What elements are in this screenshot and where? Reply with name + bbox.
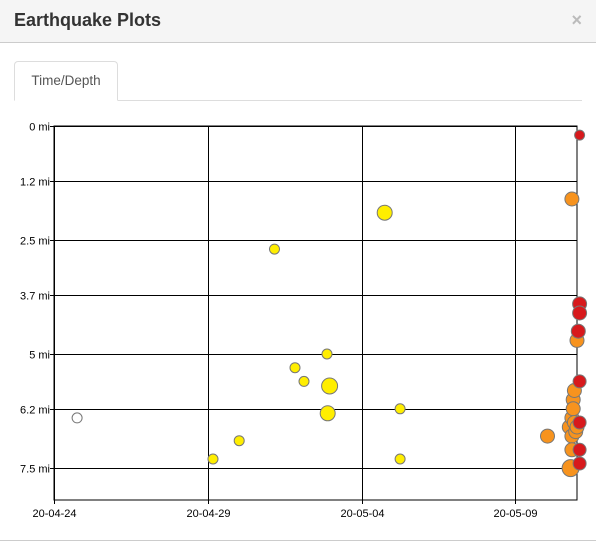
earthquake-point xyxy=(394,453,406,465)
y-tick-label: 2.5 mi xyxy=(20,236,50,248)
modal-header: Earthquake Plots × xyxy=(0,0,596,43)
earthquake-point xyxy=(71,412,83,424)
modal-title: Earthquake Plots xyxy=(14,10,162,30)
earthquake-point xyxy=(572,442,587,457)
y-tick-label: 6.2 mi xyxy=(20,405,50,417)
earthquake-point xyxy=(298,375,310,387)
earthquake-point xyxy=(321,348,333,360)
earthquake-point xyxy=(207,453,219,465)
earthquake-point xyxy=(574,129,586,141)
x-tick-label: 20-05-09 xyxy=(493,508,537,520)
plot-area xyxy=(53,125,578,501)
earthquake-point xyxy=(289,362,301,374)
y-tick-label: 3.7 mi xyxy=(20,291,50,303)
earthquake-point xyxy=(564,191,580,207)
earthquake-point xyxy=(394,403,406,415)
x-tick-label: 20-04-29 xyxy=(186,508,230,520)
close-icon[interactable]: × xyxy=(571,10,582,30)
y-tick-label: 5 mi xyxy=(29,350,50,362)
earthquake-point xyxy=(540,428,555,444)
y-tick-label: 7.5 mi xyxy=(20,464,50,476)
earthquake-point xyxy=(572,305,588,321)
earthquake-point xyxy=(572,456,587,471)
tab-time-depth[interactable]: Time/Depth xyxy=(14,61,118,101)
earthquake-point xyxy=(572,374,587,389)
earthquake-point xyxy=(376,204,393,221)
x-tick-label: 20-05-04 xyxy=(340,508,384,520)
earthquake-point xyxy=(233,435,245,447)
earthquake-point xyxy=(565,401,581,417)
earthquake-point xyxy=(321,377,339,395)
modal-footer-divider xyxy=(0,540,596,541)
tab-bar: Time/Depth xyxy=(14,61,582,101)
time-depth-chart: 0 mi 1.2 mi 2.5 mi 3.7 mi 5 mi 6.2 mi 7.5 mi 20… xyxy=(0,110,596,530)
earthquake-point xyxy=(570,323,586,339)
scatter-plot-svg: 0 mi 1.2 mi 2.5 mi 3.7 mi 5 mi 6.2 mi 7.5 mi 20… xyxy=(20,122,588,520)
earthquake-point xyxy=(269,243,280,255)
earthquake-point xyxy=(572,415,587,430)
x-tick-label: 20-04-24 xyxy=(32,508,76,520)
earthquake-point xyxy=(319,405,336,422)
y-tick-label: 1.2 mi xyxy=(20,177,50,189)
y-tick-label: 0 mi xyxy=(29,122,50,134)
